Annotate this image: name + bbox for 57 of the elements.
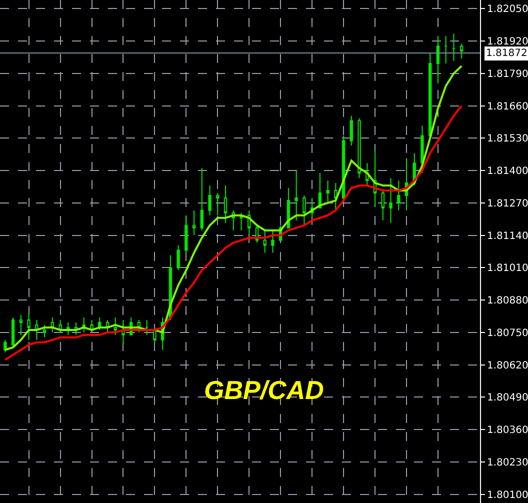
candlestick	[334, 182, 338, 211]
y-tick-label: 1.81140	[487, 230, 528, 242]
candlestick	[460, 43, 464, 60]
candlestick	[200, 168, 204, 231]
y-tick-label: 1.81530	[487, 134, 528, 145]
candlestick	[381, 190, 384, 221]
candlestick	[358, 118, 361, 179]
candlestick	[436, 36, 440, 84]
candlestick	[444, 36, 448, 64]
y-tick-label: 1.80620	[487, 360, 528, 372]
y-tick-label: 1.81920	[487, 36, 528, 48]
line-series	[4, 64, 463, 351]
y-tick-label: 1.80230	[487, 457, 528, 468]
candlestick	[145, 319, 148, 336]
candlestick	[11, 316, 15, 348]
candlestick	[452, 33, 456, 62]
y-tick-label: 1.80490	[487, 392, 528, 404]
y-tick-label: 1.81790	[487, 68, 528, 80]
y-tick-label: 1.80100	[487, 490, 528, 501]
y-tick-label: 1.82050	[487, 4, 528, 16]
candlestick	[302, 194, 306, 226]
candlestick	[50, 316, 54, 333]
candlestick	[286, 188, 290, 228]
candlestick	[428, 53, 432, 136]
candlestick	[216, 192, 220, 216]
candlestick	[176, 244, 180, 271]
candlestick	[389, 178, 392, 224]
y-tick-label: 1.81400	[487, 166, 528, 178]
candlestick	[153, 326, 156, 343]
ref-line-label: 1.81872	[486, 48, 528, 59]
candlestick	[122, 319, 125, 346]
candlestick	[271, 230, 274, 254]
candlestick	[350, 115, 354, 146]
candlestick	[114, 316, 117, 336]
candlestick	[35, 319, 38, 340]
candlestick	[318, 172, 322, 208]
candlestick	[326, 180, 330, 204]
y-tick-label: 1.80880	[487, 296, 528, 307]
candlestick	[192, 210, 196, 236]
candlestick	[294, 170, 298, 221]
y-tick-label: 1.80360	[487, 425, 528, 436]
candlestick	[208, 185, 212, 216]
candlestick	[397, 180, 400, 211]
y-tick-label: 1.80750	[487, 328, 528, 339]
candlestick	[224, 185, 228, 224]
candlestick	[27, 312, 30, 340]
candlestick	[42, 324, 46, 338]
candlestick	[240, 212, 243, 231]
candlestick	[4, 339, 7, 353]
line-series	[4, 104, 463, 361]
y-tick-label: 1.81010	[487, 263, 528, 274]
candlestick	[263, 230, 266, 254]
candlestick	[19, 314, 23, 336]
candlestick	[184, 214, 188, 254]
annotation: GBP/CAD	[204, 375, 324, 405]
y-tick-label: 1.81270	[487, 198, 528, 210]
y-tick-label: 1.81660	[487, 101, 528, 112]
